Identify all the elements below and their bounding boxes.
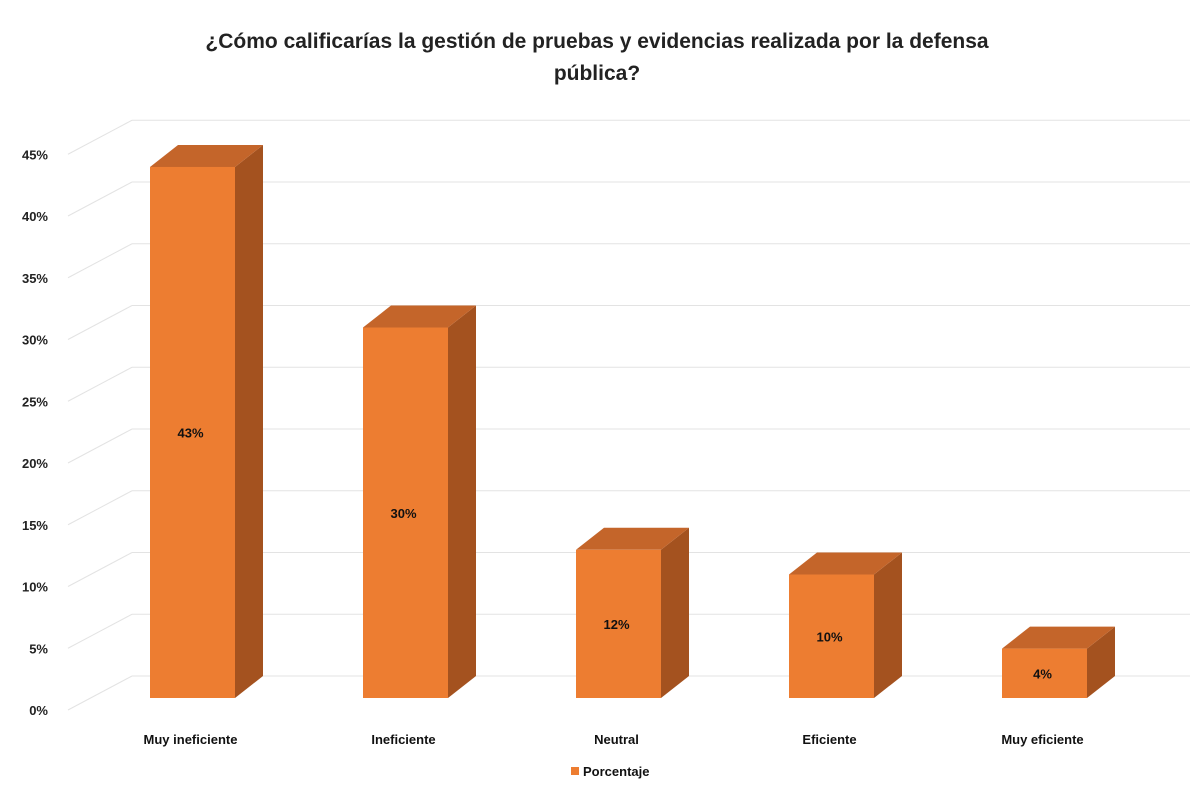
legend: Porcentaje	[571, 764, 649, 779]
bar-side	[661, 527, 689, 698]
bar-4	[1002, 626, 1115, 698]
y-tick-label: 15%	[22, 518, 48, 533]
y-tick-label: 30%	[22, 333, 48, 348]
chart-title: ¿Cómo calificarías la gestión de pruebas…	[205, 30, 988, 85]
bar-top	[576, 527, 689, 550]
y-tick-label: 25%	[22, 394, 48, 409]
legend-label: Porcentaje	[583, 764, 649, 779]
y-tick-label: 5%	[29, 641, 48, 656]
data-labels: 43% 30% 12% 10% 4%	[177, 425, 1052, 681]
data-label: 10%	[816, 629, 842, 644]
bar-front	[789, 574, 874, 698]
chart-title-line-2: pública?	[554, 62, 640, 85]
y-tick-label: 10%	[22, 580, 48, 595]
y-tick-label: 45%	[22, 147, 48, 162]
data-label: 43%	[177, 425, 203, 440]
gridline-side-2	[67, 552, 133, 587]
bar-top	[1002, 626, 1115, 649]
bar-0	[150, 144, 263, 698]
x-category-label: Muy eficiente	[1001, 732, 1083, 747]
data-label: 12%	[603, 617, 629, 632]
bar-3	[789, 552, 902, 698]
gridline-side-6	[67, 305, 133, 340]
gridline-side-0	[67, 675, 133, 711]
x-category-label: Neutral	[594, 732, 639, 747]
chart-title-line-1: ¿Cómo calificarías la gestión de pruebas…	[205, 30, 988, 53]
gridline-side-5	[67, 366, 133, 402]
bar-front	[150, 166, 235, 698]
gridline-side-7	[67, 243, 133, 279]
gridline-side-9	[67, 119, 133, 155]
y-axis-ticks: 0% 5% 10% 15% 20% 25% 30% 35% 40% 45%	[22, 147, 48, 718]
data-label: 4%	[1033, 666, 1052, 681]
legend-swatch	[571, 767, 579, 775]
bar-top	[150, 144, 263, 167]
y-tick-label: 40%	[22, 209, 48, 224]
bar-front	[363, 327, 448, 698]
bar-side	[874, 552, 902, 698]
bars	[150, 144, 1115, 698]
x-category-label: Muy ineficiente	[144, 732, 238, 747]
gridline-side-8	[67, 181, 133, 217]
x-category-label: Eficiente	[802, 732, 856, 747]
y-tick-label: 20%	[22, 456, 48, 471]
bar-side	[235, 144, 263, 698]
bar-side	[1087, 626, 1115, 698]
gridline-side-4	[67, 428, 133, 464]
bar-2	[576, 527, 689, 698]
data-label: 30%	[390, 506, 416, 521]
bar-top	[363, 305, 476, 328]
bar-front	[1002, 648, 1087, 698]
gridline-side-1	[67, 613, 133, 649]
y-tick-label: 0%	[29, 703, 48, 718]
bar-top	[789, 552, 902, 575]
y-tick-label: 35%	[22, 271, 48, 286]
x-category-label: Ineficiente	[371, 732, 435, 747]
gridline-side-3	[67, 490, 133, 526]
bar-front	[576, 549, 661, 698]
x-axis-categories: Muy ineficiente Ineficiente Neutral Eficien…	[144, 732, 1084, 747]
bar-1	[363, 305, 476, 698]
bar-side	[448, 305, 476, 698]
